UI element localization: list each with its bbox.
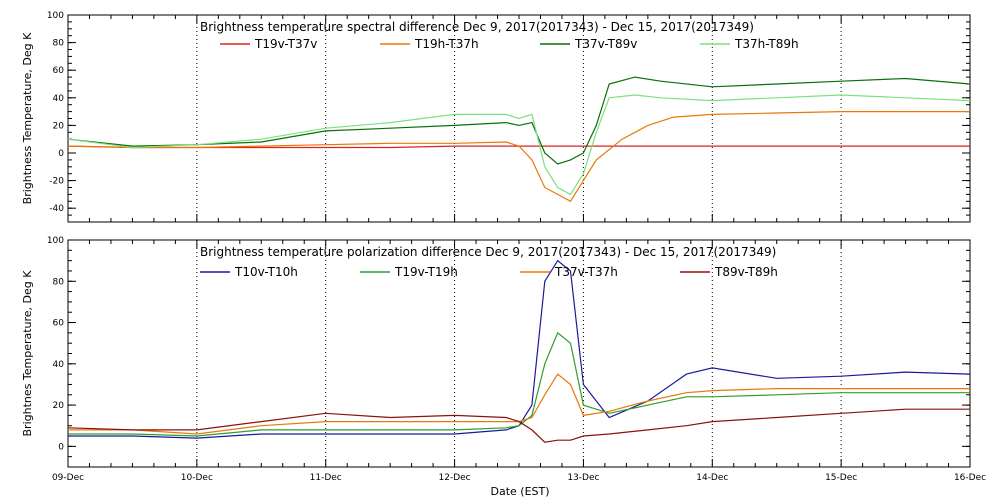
series-line-t19h-t37h xyxy=(67,111,970,203)
x-tick-label: 11-Dec xyxy=(310,473,342,483)
legend-label: T10v-T10h xyxy=(234,265,298,279)
y-tick-label: -20 xyxy=(49,177,64,187)
x-tick-label: 15-Dec xyxy=(825,473,857,483)
series-line-t37v-t89v xyxy=(67,76,971,165)
y-tick-label: 40 xyxy=(53,94,65,104)
panel-title: Brightness temperature polarization diff… xyxy=(200,245,776,259)
y-axis-label: Brightnes Temperature, Deg K xyxy=(21,270,34,437)
legend-label: T19v-T19h xyxy=(394,265,458,279)
legend-label: T19h-T37h xyxy=(414,37,479,51)
legend-label: T37v-T89v xyxy=(574,37,637,51)
y-tick-label: 20 xyxy=(53,121,65,131)
y-tick-label: 60 xyxy=(53,66,65,76)
y-tick-label: 80 xyxy=(53,39,65,49)
series-line-t37v-t37h xyxy=(68,373,970,435)
series-line-t10v-t10h xyxy=(68,259,971,439)
y-tick-label: 80 xyxy=(53,277,65,287)
y-tick-label: 100 xyxy=(47,236,64,246)
x-tick-label: 13-Dec xyxy=(567,473,599,483)
series-line-t19v-t19h xyxy=(68,331,970,437)
x-tick-label: 10-Dec xyxy=(181,473,213,483)
legend-label: T37v-T37h xyxy=(554,265,618,279)
y-tick-label: 20 xyxy=(53,401,65,411)
series-line-t89v-t89h xyxy=(67,408,970,443)
spectral-difference-panel: -40 -20 0 20 40 60 80 100 T19v-T37v T19h-T37h T37v… xyxy=(21,11,971,223)
x-axis-label: Date (EST) xyxy=(490,485,549,498)
y-tick-label: -40 xyxy=(49,204,64,214)
x-tick-label: 12-Dec xyxy=(439,473,471,483)
x-tick-label: 16-Dec xyxy=(954,473,986,483)
y-tick-label: 100 xyxy=(47,11,64,21)
polarization-difference-panel: 09-Dec 10-Dec 11-Dec 12-Dec 13-Dec 14-Dec 15-D… xyxy=(21,236,986,483)
panel-title: Brightness temperature spectral differen… xyxy=(200,20,754,34)
x-tick-label: 14-Dec xyxy=(696,473,728,483)
legend-label: T89v-T89h xyxy=(714,265,778,279)
legend-label: T19v-T37v xyxy=(254,37,317,51)
y-axis-label: Brightness Temperature, Deg K xyxy=(21,32,34,204)
y-tick-label: 60 xyxy=(53,319,65,329)
series-line-t19v-t37v xyxy=(67,145,970,149)
y-tick-label: 0 xyxy=(58,442,64,452)
x-tick-label: 09-Dec xyxy=(52,473,84,483)
y-tick-label: 0 xyxy=(58,149,64,159)
series-line-t37h-t89h xyxy=(67,94,971,196)
legend-label: T37h-T89h xyxy=(734,37,799,51)
y-tick-label: 40 xyxy=(53,360,65,370)
